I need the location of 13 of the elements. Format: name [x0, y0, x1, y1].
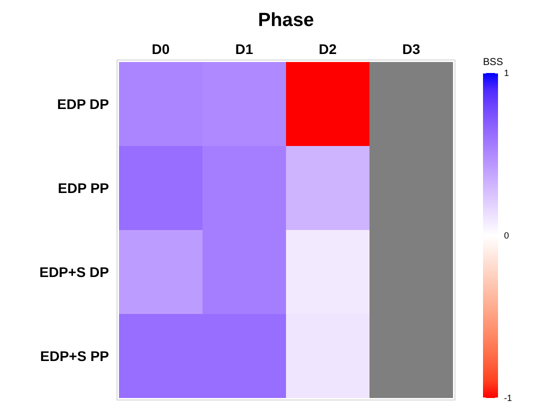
x-tick-label: D2	[318, 41, 337, 57]
color-bar-label: 1	[504, 68, 510, 78]
color-bar-label: 0	[504, 230, 510, 241]
x-tick-label: D3	[402, 41, 420, 57]
y-tick-label: EDP+S DP	[39, 264, 109, 280]
color-bar-title: BSS	[483, 57, 504, 68]
chart-title: Phase	[258, 10, 314, 31]
y-tick-label: EDP PP	[58, 180, 109, 196]
color-bar-label: -1	[504, 393, 512, 404]
y-tick-label: EDP+S PP	[40, 348, 109, 364]
x-tick-label: D0	[152, 41, 170, 57]
x-tick-label: D1	[235, 41, 254, 57]
y-tick-label: EDP DP	[57, 96, 109, 112]
